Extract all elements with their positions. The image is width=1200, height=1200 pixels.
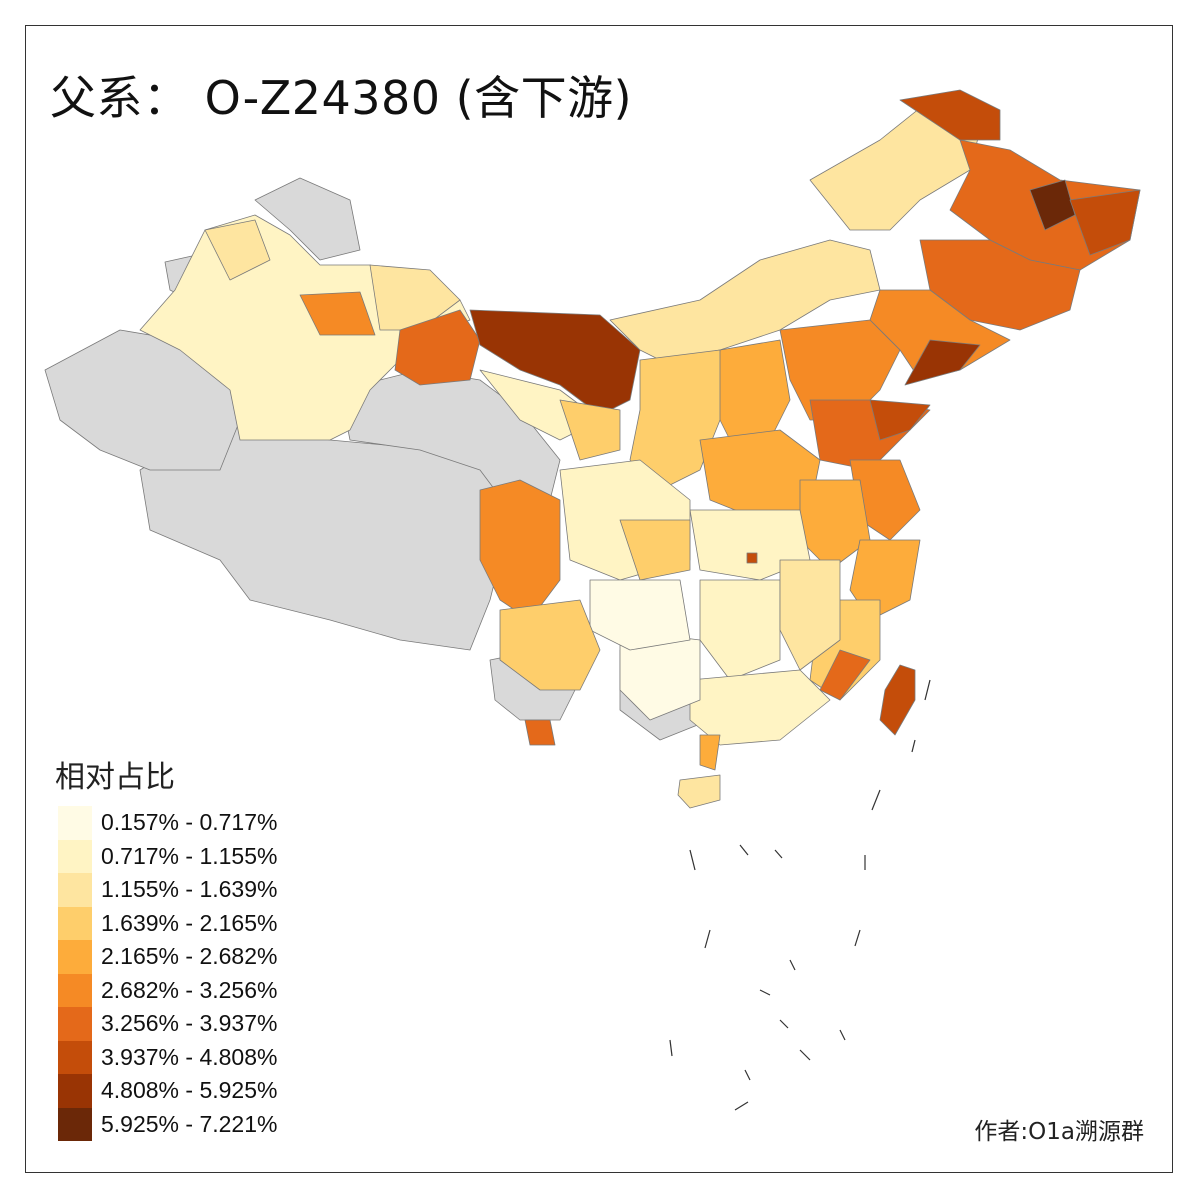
legend-swatch xyxy=(58,940,92,974)
legend-item: 4.808% - 5.925% xyxy=(58,1074,358,1108)
legend-label: 5.925% - 7.221% xyxy=(101,1110,278,1137)
legend-swatch xyxy=(58,806,92,840)
legend-label: 0.157% - 0.717% xyxy=(101,809,278,835)
region-guangdong xyxy=(689,669,831,746)
legend-item: 2.165% - 2.682% xyxy=(58,940,358,974)
map-title: 父系： O-Z24380 (含下游) xyxy=(50,71,633,125)
legend-label: 1.155% - 1.639% xyxy=(101,876,278,902)
region-shanxi xyxy=(709,339,791,441)
legend-label: 0.717% - 1.155% xyxy=(101,842,278,869)
region-heilongjiang-east xyxy=(1069,189,1141,256)
legend-label: 2.165% - 2.682% xyxy=(101,943,278,969)
region-guangdong-coast xyxy=(699,734,721,771)
region-ningxia xyxy=(559,399,621,461)
region-liaodong xyxy=(904,339,981,386)
region-taiwan xyxy=(879,664,916,736)
legend-item: 5.925% - 7.221% xyxy=(58,1107,358,1141)
legend-swatch xyxy=(58,1007,92,1041)
region-gansu-west xyxy=(394,309,481,386)
region-hunan xyxy=(699,579,781,681)
legend-item: 0.717% - 1.155% xyxy=(58,839,358,873)
legend-item: 1.639% - 2.165% xyxy=(58,906,358,940)
author-credit: 作者:O1a溯源群 xyxy=(974,1119,1144,1145)
legend-item: 0.157% - 0.717% xyxy=(58,806,358,840)
region-hulunbuir-north xyxy=(899,89,1001,141)
legend-label: 3.256% - 3.937% xyxy=(101,1010,278,1036)
legend-swatch xyxy=(58,973,92,1007)
region-shandong-peninsula xyxy=(869,399,931,441)
legend-swatch xyxy=(58,1107,92,1141)
legend-item: 1.155% - 1.639% xyxy=(58,873,358,907)
south-china-sea-islands xyxy=(669,679,931,1111)
legend-label: 2.682% - 3.256% xyxy=(101,976,278,1003)
region-tibet xyxy=(139,419,511,651)
region-xinjiang-north xyxy=(254,177,361,261)
legend-label: 4.808% - 5.925% xyxy=(101,1077,278,1103)
legend-swatch xyxy=(58,873,92,907)
legend-label: 3.937% - 4.808% xyxy=(101,1043,278,1070)
region-guizhou xyxy=(589,579,691,651)
region-shaanxi xyxy=(629,349,721,491)
legend-item: 3.256% - 3.937% xyxy=(58,1007,358,1041)
legend-item: 2.682% - 3.256% xyxy=(58,973,358,1007)
region-xinjiang-north-inner xyxy=(204,219,271,281)
legend-swatch xyxy=(58,1074,92,1108)
region-xinjiang-east xyxy=(369,264,461,331)
region-yunnan xyxy=(499,599,601,691)
region-fujian-coast xyxy=(819,649,871,701)
legend-item: 3.937% - 4.808% xyxy=(58,1040,358,1074)
legend-swatch xyxy=(58,906,92,940)
legend-label: 1.639% - 2.165% xyxy=(101,909,278,936)
region-jiangxi xyxy=(779,559,841,671)
legend-swatch xyxy=(58,1040,92,1074)
region-yunnan-south-tip xyxy=(524,719,556,746)
region-henan-hotspot xyxy=(746,552,758,564)
region-chongqing xyxy=(619,519,691,581)
region-xinjiang-center xyxy=(299,291,376,336)
legend-swatch xyxy=(58,839,92,873)
region-sichuan-west xyxy=(479,479,561,621)
region-heilongjiang-hotspot xyxy=(1029,179,1076,231)
region-hainan xyxy=(677,774,721,809)
legend-title: 相对占比 xyxy=(55,760,175,795)
